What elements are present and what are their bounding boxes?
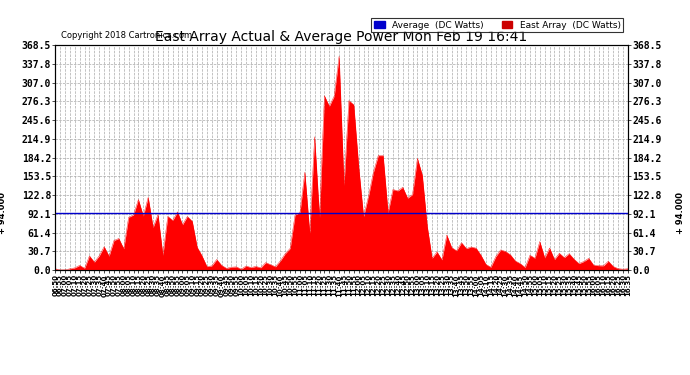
Text: Copyright 2018 Cartronics.com: Copyright 2018 Cartronics.com (61, 32, 192, 40)
Title: East Array Actual & Average Power Mon Feb 19 16:41: East Array Actual & Average Power Mon Fe… (155, 30, 528, 44)
Text: + 94.000: + 94.000 (676, 192, 685, 234)
Legend: Average  (DC Watts), East Array  (DC Watts): Average (DC Watts), East Array (DC Watts… (371, 18, 623, 32)
Text: + 94.000: + 94.000 (0, 192, 7, 234)
